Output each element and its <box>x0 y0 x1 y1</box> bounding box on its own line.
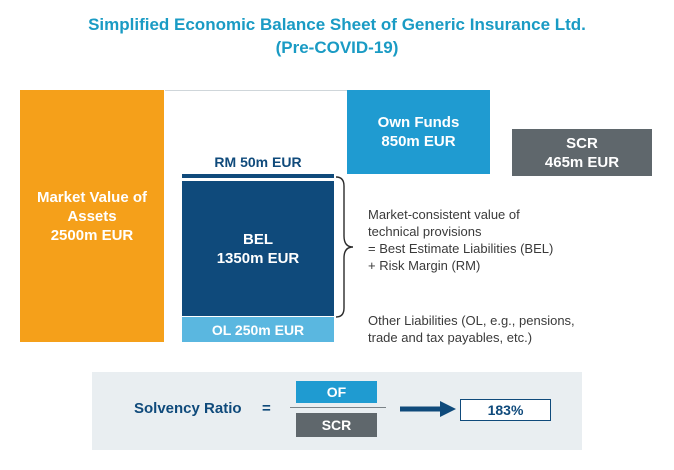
solvency-ratio-value: 183% <box>487 402 524 418</box>
market-value-assets-block: Market Value of Assets 2500m EUR <box>20 90 164 342</box>
numerator-label: OF <box>326 384 347 400</box>
bel-block: BEL 1350m EUR <box>182 181 334 316</box>
solvency-ratio-result: 183% <box>460 399 551 421</box>
own-funds-label: Own Funds <box>377 114 460 131</box>
diagram-title-line1: Simplified Economic Balance Sheet of Gen… <box>88 15 586 34</box>
other-liabilities-block: OL 250m EUR <box>182 317 334 342</box>
tp-note-line4: + Risk Margin (RM) <box>368 258 481 273</box>
denominator-label: SCR <box>321 417 352 433</box>
diagram-title-line2: (Pre-COVID-19) <box>275 38 399 57</box>
own-funds-numerator: OF <box>296 381 377 403</box>
tp-note-line3: = Best Estimate Liabilities (BEL) <box>368 241 554 256</box>
tp-note-line1: Market-consistent value of <box>368 207 520 222</box>
arrow-right-icon <box>400 401 456 417</box>
scr-block: SCR 465m EUR <box>512 129 652 176</box>
scr-label: SCR <box>566 134 598 152</box>
bel-value: 1350m EUR <box>216 249 300 267</box>
ol-note-line2: trade and tax payables, etc.) <box>368 330 533 345</box>
own-funds-value: 850m EUR <box>381 133 456 150</box>
scr-value: 465m EUR <box>544 153 620 171</box>
technical-provisions-brace-icon <box>335 176 354 318</box>
bel-label: BEL <box>243 230 273 248</box>
assets-value: 2500m EUR <box>50 226 134 244</box>
own-funds-block: Own Funds 850m EUR <box>347 90 490 174</box>
risk-margin-label: RM 50m EUR <box>214 154 302 170</box>
scr-denominator: SCR <box>296 413 377 437</box>
technical-provisions-note: Market-consistent value of technical pro… <box>368 206 553 274</box>
fraction-line <box>290 407 386 408</box>
other-liabilities-note: Other Liabilities (OL, e.g., pensions, t… <box>368 312 575 346</box>
ol-note-line1: Other Liabilities (OL, e.g., pensions, <box>368 313 575 328</box>
tp-note-line2: technical provisions <box>368 224 482 239</box>
assets-label-line1: Market Value of <box>36 188 148 206</box>
balance-sheet-top-line <box>165 90 490 91</box>
risk-margin-bar <box>182 174 334 178</box>
solvency-ratio-label: Solvency Ratio <box>134 400 242 417</box>
solvency-equals-sign: = <box>262 400 271 417</box>
assets-label-line2: Assets <box>67 207 117 225</box>
other-liabilities-label: OL 250m EUR <box>211 321 305 338</box>
